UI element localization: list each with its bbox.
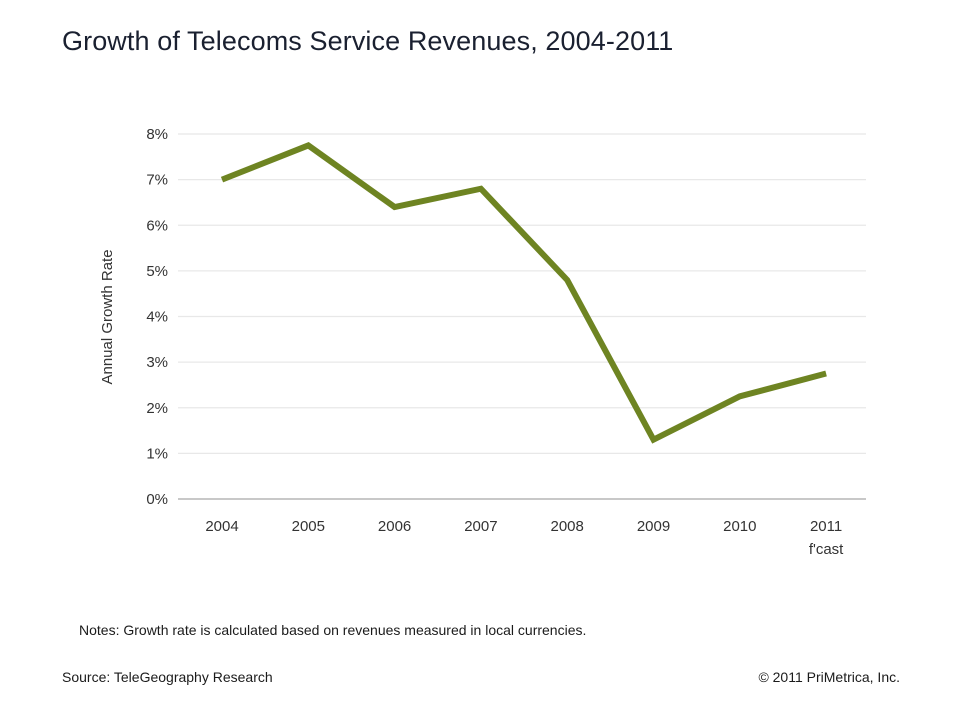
chart-title: Growth of Telecoms Service Revenues, 200… xyxy=(62,26,674,56)
x-tick-label: 2005 xyxy=(292,518,325,535)
y-axis-label: Annual Growth Rate xyxy=(99,249,116,384)
copyright-notice: © 2011 PriMetrica, Inc. xyxy=(758,669,900,685)
series-line xyxy=(220,142,827,444)
y-tick-label: 3% xyxy=(146,354,168,371)
y-tick-label: 2% xyxy=(146,400,168,417)
x-tick-label: 2009 xyxy=(637,518,670,535)
y-tick-label: 6% xyxy=(146,217,168,234)
x-tick-label: 2011 xyxy=(810,518,842,535)
x-tick-label: 2006 xyxy=(378,518,411,535)
y-tick-label: 5% xyxy=(146,263,168,280)
x-axis-ticks: 2004 2005 2006 2007 2008 2009 2010 2011 f'cast xyxy=(205,518,844,558)
chart-notes: Notes: Growth rate is calculated based o… xyxy=(79,622,587,638)
x-tick-label: 2010 xyxy=(723,518,756,535)
y-tick-label: 7% xyxy=(146,172,168,189)
y-tick-label: 8% xyxy=(146,126,168,143)
series-layer xyxy=(220,142,827,444)
y-axis-ticks: 0% 1% 2% 3% 4% 5% 6% 7% 8% xyxy=(146,126,168,508)
x-tick-label: 2007 xyxy=(464,518,497,535)
gridlines xyxy=(178,133,866,500)
y-tick-label: 1% xyxy=(146,445,168,462)
y-tick-label: 0% xyxy=(146,491,168,508)
x-tick-sublabel: f'cast xyxy=(809,541,844,558)
x-tick-label: 2008 xyxy=(551,518,584,535)
chart-source: Source: TeleGeography Research xyxy=(62,669,273,685)
x-tick-label: 2004 xyxy=(205,518,238,535)
y-tick-label: 4% xyxy=(146,309,168,326)
